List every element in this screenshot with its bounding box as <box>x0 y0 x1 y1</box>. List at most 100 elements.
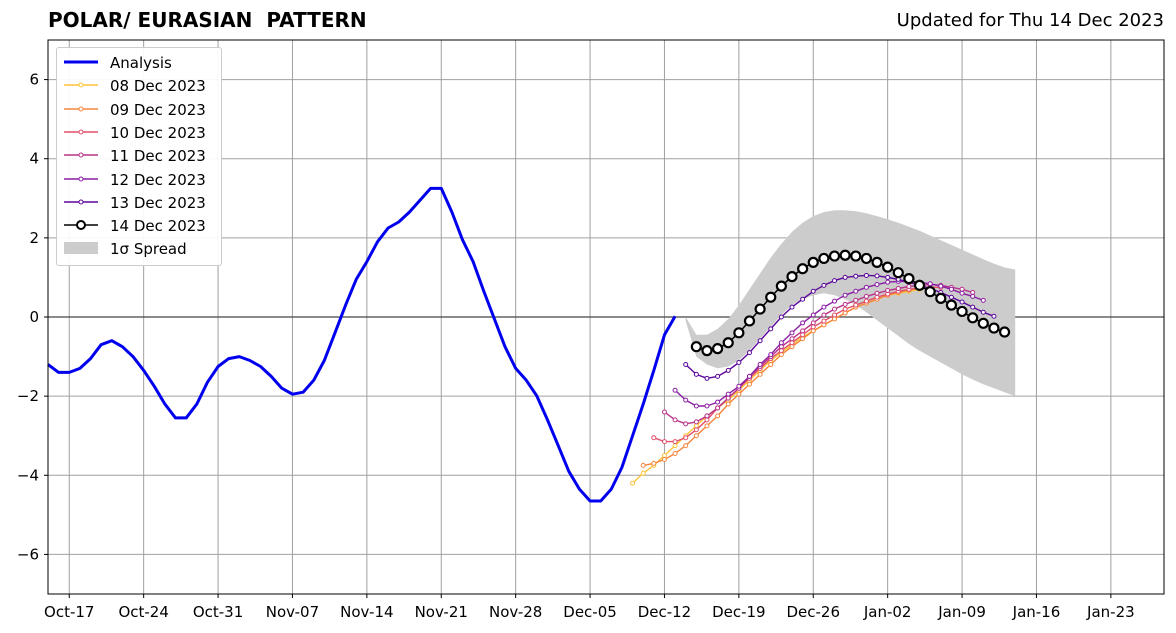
series-point-12-dec-2023 <box>970 293 976 299</box>
series-point-14-dec-2023 <box>903 273 915 285</box>
series-point-09-dec-2023 <box>746 381 752 387</box>
series-point-14-dec-2023 <box>956 305 968 318</box>
legend-item: 11 Dec 2023 <box>57 144 223 166</box>
series-point-11-dec-2023 <box>959 286 965 292</box>
series-point-12-dec-2023 <box>746 373 752 379</box>
series-point-14-dec-2023 <box>988 322 1000 334</box>
series-point-08-dec-2023 <box>640 470 646 476</box>
legend-label: Analysis <box>110 54 172 72</box>
series-point-12-dec-2023 <box>863 284 869 290</box>
series-point-09-dec-2023 <box>789 344 795 350</box>
series-point-13-dec-2023 <box>757 338 763 344</box>
series-line-09-dec-2023 <box>643 286 931 467</box>
legend-label: 10 Dec 2023 <box>110 123 206 142</box>
series-point-14-dec-2023 <box>754 303 766 315</box>
series-line-analysis <box>47 186 677 503</box>
series-point-12-dec-2023 <box>959 290 965 296</box>
y-tick-label: 2 <box>29 229 39 247</box>
legend-label: 12 Dec 2023 <box>110 170 206 189</box>
x-tick-label: Nov-21 <box>415 603 468 621</box>
series-point-10-dec-2023 <box>853 302 859 308</box>
legend-label: 14 Dec 2023 <box>110 217 206 236</box>
series-point-13-dec-2023 <box>948 294 954 300</box>
series-point-11-dec-2023 <box>704 413 710 419</box>
spread-band <box>685 210 1016 397</box>
series-point-14-dec-2023 <box>882 261 894 273</box>
legend-swatch <box>64 106 98 112</box>
series-point-10-dec-2023 <box>842 306 848 312</box>
legend-item: 09 Dec 2023 <box>57 98 223 120</box>
series-point-13-dec-2023 <box>778 314 784 320</box>
series-point-10-dec-2023 <box>683 435 689 441</box>
series-point-14-dec-2023 <box>818 252 830 265</box>
chart-title: POLAR/ EURASIAN PATTERN <box>48 8 367 32</box>
series-point-13-dec-2023 <box>736 360 742 366</box>
series-point-09-dec-2023 <box>736 391 742 397</box>
legend-swatch <box>64 220 98 231</box>
updated-label: Updated for Thu 14 Dec 2023 <box>896 10 1164 31</box>
y-tick-label: −6 <box>17 545 39 563</box>
series-point-14-dec-2023 <box>935 292 947 305</box>
series-point-09-dec-2023 <box>768 361 774 367</box>
series-point-14-dec-2023 <box>850 250 862 262</box>
series-point-14-dec-2023 <box>733 327 745 339</box>
series-point-14-dec-2023 <box>690 341 702 353</box>
series-point-09-dec-2023 <box>725 401 731 407</box>
series-point-14-dec-2023 <box>711 343 724 355</box>
legend-item: 10 Dec 2023 <box>57 121 223 143</box>
series-point-13-dec-2023 <box>842 274 848 280</box>
series-point-13-dec-2023 <box>800 296 806 302</box>
x-tick-label: Nov-14 <box>340 603 393 621</box>
series-point-12-dec-2023 <box>853 288 859 294</box>
series-point-14-dec-2023 <box>871 256 883 268</box>
series-point-10-dec-2023 <box>821 318 827 324</box>
series-point-12-dec-2023 <box>683 397 689 403</box>
series-point-09-dec-2023 <box>778 352 784 358</box>
series-point-14-dec-2023 <box>828 250 841 262</box>
x-tick-label: Jan-16 <box>1012 603 1061 621</box>
series-point-13-dec-2023 <box>725 367 731 373</box>
x-tick-label: Dec-05 <box>563 603 617 621</box>
x-tick-label: Dec-12 <box>638 603 692 621</box>
series-point-11-dec-2023 <box>810 320 816 326</box>
series-point-12-dec-2023 <box>800 320 806 326</box>
x-tick-label: Oct-24 <box>118 603 168 621</box>
series-point-13-dec-2023 <box>853 273 859 279</box>
series-point-13-dec-2023 <box>885 274 891 280</box>
series-point-14-dec-2023 <box>797 263 809 275</box>
series-point-10-dec-2023 <box>672 439 678 445</box>
legend-label: 11 Dec 2023 <box>110 147 206 166</box>
series-point-14-dec-2023 <box>775 280 787 292</box>
y-tick-label: −2 <box>17 387 39 405</box>
series-point-13-dec-2023 <box>821 282 827 288</box>
series-point-11-dec-2023 <box>683 421 689 427</box>
series-point-09-dec-2023 <box>810 328 816 334</box>
x-tick-label: Dec-26 <box>786 603 840 621</box>
y-tick-label: −4 <box>17 466 39 484</box>
series-point-14-dec-2023 <box>913 279 926 291</box>
series-point-12-dec-2023 <box>874 282 880 288</box>
series-point-13-dec-2023 <box>768 326 774 332</box>
legend-swatch <box>64 176 98 181</box>
series-point-13-dec-2023 <box>683 361 689 367</box>
series-point-09-dec-2023 <box>661 456 667 462</box>
series-point-11-dec-2023 <box>832 306 838 312</box>
legend-swatch <box>64 129 98 135</box>
series-point-14-dec-2023 <box>765 291 777 303</box>
series-point-12-dec-2023 <box>810 312 816 318</box>
x-tick-label: Nov-28 <box>489 603 542 621</box>
series-point-13-dec-2023 <box>715 373 721 379</box>
series-point-12-dec-2023 <box>832 298 838 304</box>
series-point-11-dec-2023 <box>725 395 731 401</box>
series-point-12-dec-2023 <box>789 330 795 336</box>
series-point-09-dec-2023 <box>693 433 699 439</box>
series-point-14-dec-2023 <box>924 286 936 298</box>
series-point-11-dec-2023 <box>672 417 678 423</box>
series-point-11-dec-2023 <box>906 284 912 290</box>
series-point-11-dec-2023 <box>800 328 806 334</box>
series-point-14-dec-2023 <box>945 299 958 311</box>
x-tick-label: Oct-17 <box>44 603 94 621</box>
series-point-11-dec-2023 <box>874 290 880 296</box>
y-tick-label: 0 <box>29 308 39 326</box>
series-point-11-dec-2023 <box>693 419 699 425</box>
